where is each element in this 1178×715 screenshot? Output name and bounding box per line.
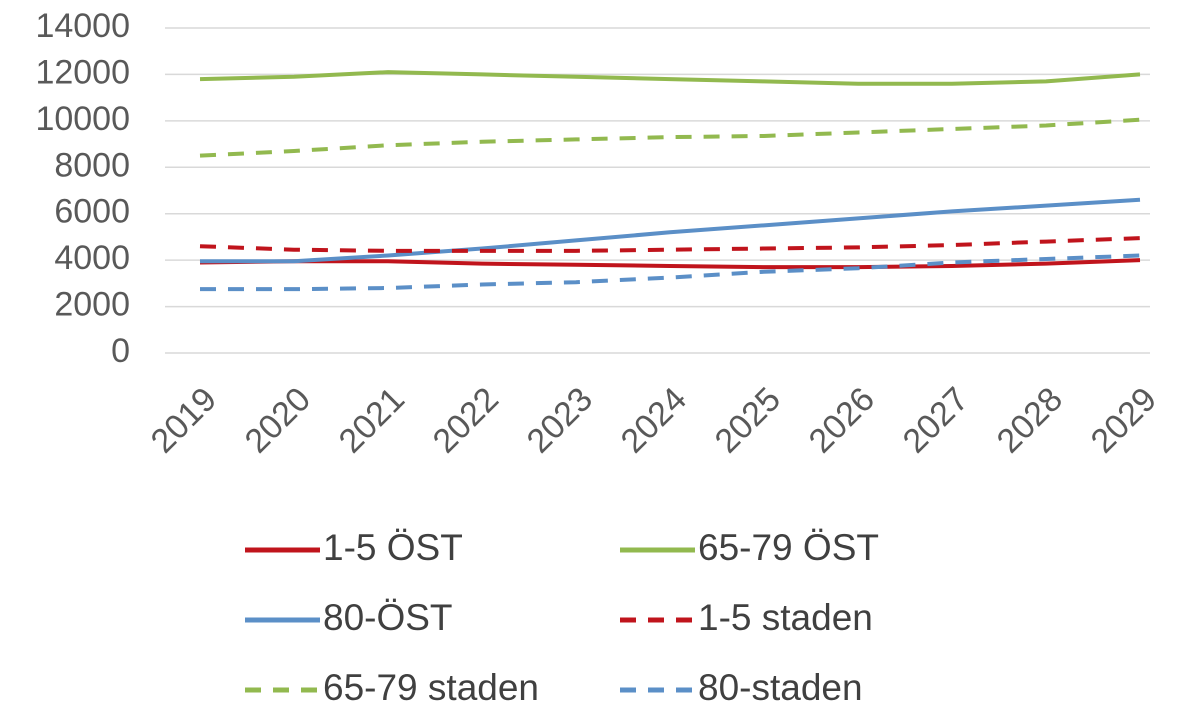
legend-label: 65-79 staden [323, 667, 539, 708]
x-tick-label: 2022 [426, 380, 506, 460]
y-tick-label: 8000 [54, 146, 130, 184]
y-tick-label: 12000 [35, 53, 130, 91]
y-tick-label: 4000 [54, 239, 130, 277]
y-tick-label: 0 [111, 332, 130, 370]
series-line [200, 197, 1141, 264]
series-line [199, 70, 1141, 86]
legend-label: 80-ÖST [323, 597, 453, 638]
y-tick-label: 6000 [54, 193, 130, 231]
x-tick-label: 2019 [144, 380, 224, 460]
y-tick-label: 2000 [54, 286, 130, 324]
x-tick-label: 2025 [708, 380, 788, 460]
x-tick-label: 2026 [802, 380, 882, 460]
series-line [199, 258, 1141, 270]
y-tick-label: 10000 [35, 100, 130, 138]
series-line [199, 117, 1141, 158]
x-tick-label: 2027 [896, 380, 976, 460]
legend-label: 1-5 ÖST [323, 527, 463, 568]
legend-label: 80-staden [698, 667, 863, 708]
series-line [199, 236, 1141, 253]
legend-label: 1-5 staden [698, 597, 873, 638]
x-tick-label: 2028 [990, 380, 1070, 460]
y-tick-label: 14000 [35, 7, 130, 45]
x-tick-label: 2023 [520, 380, 600, 460]
x-tick-label: 2024 [614, 380, 694, 460]
x-tick-label: 2021 [332, 380, 412, 460]
legend-label: 65-79 ÖST [698, 527, 879, 568]
x-tick-label: 2020 [238, 380, 318, 460]
x-tick-label: 2029 [1084, 380, 1164, 460]
